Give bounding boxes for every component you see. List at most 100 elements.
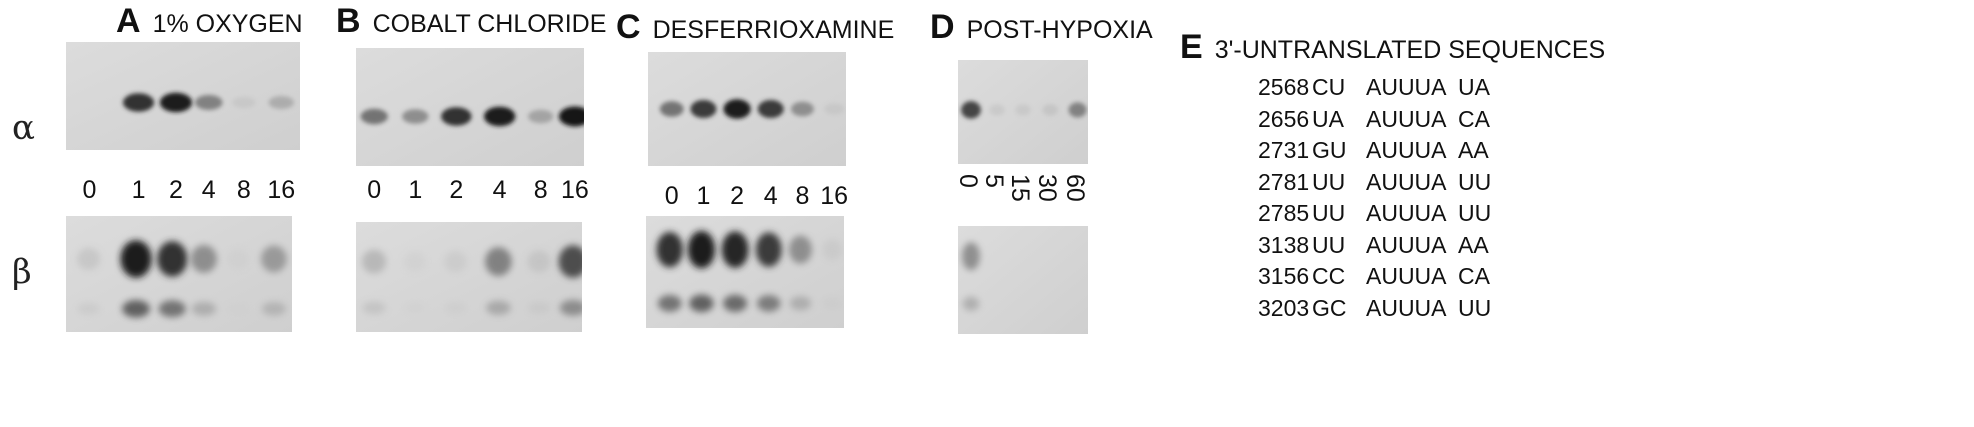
panel-a-lane-labels: 0 1 2 4 8 16 [66,176,300,206]
beta-band [485,300,511,315]
panel-letter: D [930,8,955,46]
sequence-position: 3156 [1258,263,1310,289]
lane-label: 16 [267,176,296,204]
lane-label: 16 [560,176,589,204]
lane-label: 1 [408,176,423,204]
panel-name: COBALT CHLORIDE [372,10,607,38]
alpha-band [268,95,295,109]
panel-a-title: A 1% OXYGEN [116,2,303,41]
beta-band [190,245,217,273]
core-motif: AUUUA [1366,105,1447,132]
panel-c-lane-labels: 0 1 2 4 8 16 [648,182,849,212]
blot-background [356,48,584,166]
alpha-band [1042,104,1059,116]
flank-left: UU [1312,231,1346,258]
flank-right: UU [1458,200,1492,226]
flank-right: CA [1458,263,1490,289]
beta-band [77,302,100,315]
core-motif: AUUUA [1366,137,1447,163]
sequence-position: 2785 [1258,200,1310,226]
beta-band [120,240,152,278]
alpha-band [483,106,516,127]
panel-d-beta-blot [958,226,1088,334]
beta-band [444,251,467,273]
blot-svg [356,222,582,332]
blot-svg [646,216,844,328]
flank-left: UA [1312,105,1344,132]
beta-band [226,303,249,315]
core-motif: AUUUA [1366,200,1447,226]
beta-band [403,251,426,272]
alpha-band [232,96,256,109]
lane-label: 2 [169,176,183,204]
lane-label: 1 [131,176,146,204]
alpha-band [961,101,981,119]
blot-svg [648,52,846,166]
core-motif: AUUUA [1366,74,1447,100]
lane-label: 15 [1006,174,1034,202]
beta-band [689,294,714,313]
alpha-band [122,93,155,112]
panel-a-beta-blot [66,216,292,332]
lane-label: 2 [730,182,745,210]
flank-left: GU [1312,137,1347,163]
sequence-position: 2568 [1258,74,1310,100]
flank-right: UA [1458,74,1490,100]
panel-letter: B [336,2,361,40]
alpha-band [791,101,814,117]
blot-svg [66,216,292,332]
lane-label: 5 [980,174,1008,188]
flank-right: UU [1458,294,1492,321]
blot-svg [958,226,1088,334]
beta-band [789,296,812,311]
beta-band [77,247,101,270]
flank-left: CC [1312,263,1346,289]
beta-band [261,245,287,273]
lane-label: 16 [820,182,849,210]
beta-band [822,297,842,310]
alpha-row-label: α [12,108,35,148]
panel-name: POST-HYPOXIA [966,16,1153,44]
panel-b-alpha-blot [356,48,584,166]
sequence-position: 2781 [1258,168,1310,195]
beta-band [158,300,186,318]
alpha-band [757,100,784,118]
beta-band [261,301,287,316]
beta-row-label: β [12,252,32,292]
alpha-band [690,100,717,118]
flank-left: GC [1312,294,1347,321]
lane-label: 60 [1060,174,1089,202]
lane-label: 4 [763,182,778,210]
alpha-band [528,109,554,124]
beta-band [657,294,682,312]
panel-c-title: C DESFERRIOXAMINE [616,8,894,47]
flank-right: CA [1458,105,1490,132]
beta-band [789,235,812,264]
flank-left: UU [1312,168,1346,195]
alpha-band [989,104,1005,116]
panel-name: 1% OXYGEN [152,10,303,38]
beta-band [403,302,426,314]
beta-band [721,231,749,268]
beta-band [687,230,716,269]
beta-band [122,300,150,318]
beta-band [559,299,582,316]
beta-band [723,294,748,312]
alpha-band [360,108,388,125]
beta-band [444,302,467,314]
panel-a-alpha-blot [66,42,300,150]
panel-d-title: D POST-HYPOXIA [930,8,1153,47]
alpha-band [441,107,472,126]
lane-label: 4 [201,176,216,204]
flank-right: AA [1458,137,1489,163]
panel-name: 3'-UNTRANSLATED SEQUENCES [1214,36,1606,64]
beta-band [558,245,582,278]
lane-label: 8 [533,176,548,204]
blot-background [646,216,844,328]
blot-svg [958,60,1088,164]
panel-b-beta-blot [356,222,582,332]
beta-band [656,231,683,268]
beta-band [527,301,551,314]
lane-label: 0 [82,176,97,204]
panel-b-title: B COBALT CHLORIDE [336,2,606,41]
